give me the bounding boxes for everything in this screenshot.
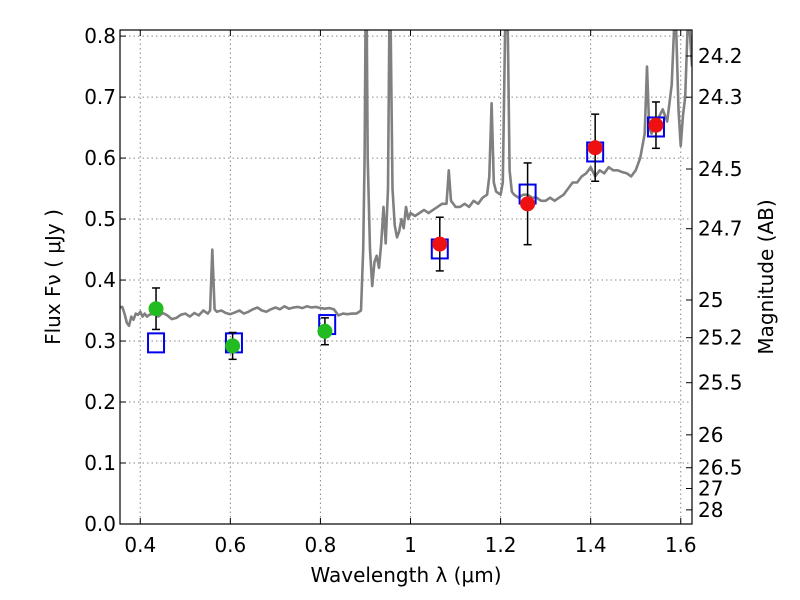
y-tick-label: 0.2	[84, 390, 116, 414]
magnitude-tick-label: 28	[698, 498, 723, 522]
y-tick-label: 0.3	[84, 329, 116, 353]
magnitude-tick-label: 24.3	[698, 85, 743, 109]
magnitude-tick-label: 26	[698, 423, 723, 447]
x-tick-label: 0.8	[305, 533, 337, 557]
magnitude-tick-label: 27	[698, 477, 723, 501]
magnitude-tick-label: 24.5	[698, 157, 743, 181]
y-axis-label: Flux Fν ( μJy )	[41, 209, 65, 345]
y-tick-label: 0.6	[84, 146, 116, 170]
magnitude-tick-label: 24.7	[698, 217, 743, 241]
y-tick-label: 0.1	[84, 451, 116, 475]
magnitude-tick-label: 25	[698, 288, 723, 312]
y-tick-label: 0.0	[84, 512, 116, 536]
nir-data-point	[520, 196, 536, 212]
optical-data-point	[317, 323, 333, 339]
model-photometry-square	[147, 332, 166, 354]
grid	[120, 30, 692, 524]
optical-data-point	[225, 338, 241, 354]
x-tick-label: 1.4	[575, 533, 607, 557]
magnitude-tick-label: 25.5	[698, 371, 743, 395]
x-tick-label: 1.2	[485, 533, 517, 557]
magnitude-tick-label: 24.2	[698, 44, 743, 68]
data-layer	[120, 30, 692, 361]
nir-data-point	[432, 236, 448, 252]
x-axis-label: Wavelength λ (μm)	[310, 563, 501, 587]
optical-data-point	[148, 301, 164, 317]
plot-background	[120, 30, 692, 524]
x-tick-label: 1	[404, 533, 417, 557]
y-tick-label: 0.5	[84, 207, 116, 231]
magnitude-tick-label: 26.5	[698, 456, 743, 480]
x-tick-label: 0.6	[214, 533, 246, 557]
y-tick-label: 0.7	[84, 85, 116, 109]
x-tick-label: 0.4	[124, 533, 156, 557]
y-tick-label: 0.4	[84, 268, 116, 292]
nir-data-point	[648, 117, 664, 133]
right-axis-label: Magnitude (AB)	[754, 199, 778, 354]
model-sed-line	[120, 30, 692, 328]
x-tick-label: 1.6	[665, 533, 697, 557]
ticks: 0.4 0.6 0.8 1 1.2 1.4 1.6 0.0 0.1 0.2 0.3 0.4 0.5 0.6…	[84, 24, 742, 557]
nir-data-point	[587, 140, 603, 156]
y-tick-label: 0.8	[84, 24, 116, 48]
magnitude-tick-label: 25.2	[698, 326, 743, 350]
plot-frame	[119, 29, 693, 525]
